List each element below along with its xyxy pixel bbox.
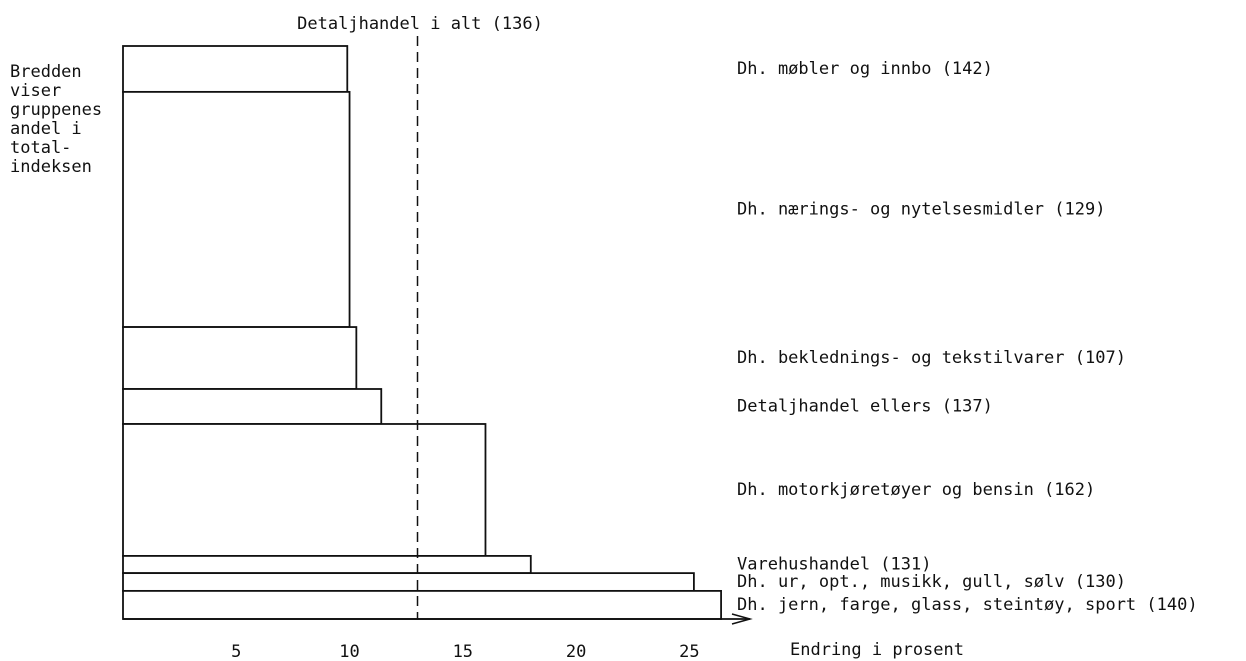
category-label: Dh. nærings- og nytelsesmidler (129) (737, 199, 1105, 219)
chart-title: Detaljhandel i alt (136) (297, 14, 543, 34)
category-label: Dh. beklednings- og tekstilvarer (107) (737, 348, 1126, 368)
annotation-line: indeksen (10, 157, 92, 177)
x-tick-label: 5 (231, 642, 241, 661)
bar (122, 90, 351, 328)
annotation-line: Bredden (10, 62, 82, 82)
x-tick-label: 15 (453, 642, 473, 661)
x-tick-label: 20 (566, 642, 586, 661)
annotation-line: viser (10, 81, 61, 101)
category-label: Dh. møbler og innbo (142) (737, 59, 993, 79)
x-axis-label: Endring i prosent (790, 640, 964, 660)
annotation-line: total- (10, 138, 71, 158)
bar (122, 589, 722, 620)
bar (122, 423, 487, 557)
annotation-line: gruppenes (10, 100, 102, 120)
x-tick-label: 10 (339, 642, 359, 661)
category-label: Varehushandel (131) (737, 555, 931, 575)
bar (122, 572, 695, 592)
bar (122, 388, 383, 425)
annotation-line: andel i (10, 119, 82, 139)
bar (122, 555, 532, 575)
bar (122, 326, 358, 390)
category-label: Dh. jern, farge, glass, steintøy, sport … (737, 595, 1198, 615)
bar (122, 45, 349, 93)
x-tick-label: 25 (679, 642, 699, 661)
category-label: Dh. motorkjøretøyer og bensin (162) (737, 480, 1095, 500)
category-label: Dh. ur, opt., musikk, gull, sølv (130) (737, 572, 1126, 592)
axis-arrow (731, 613, 753, 625)
category-label: Detaljhandel ellers (137) (737, 396, 993, 416)
